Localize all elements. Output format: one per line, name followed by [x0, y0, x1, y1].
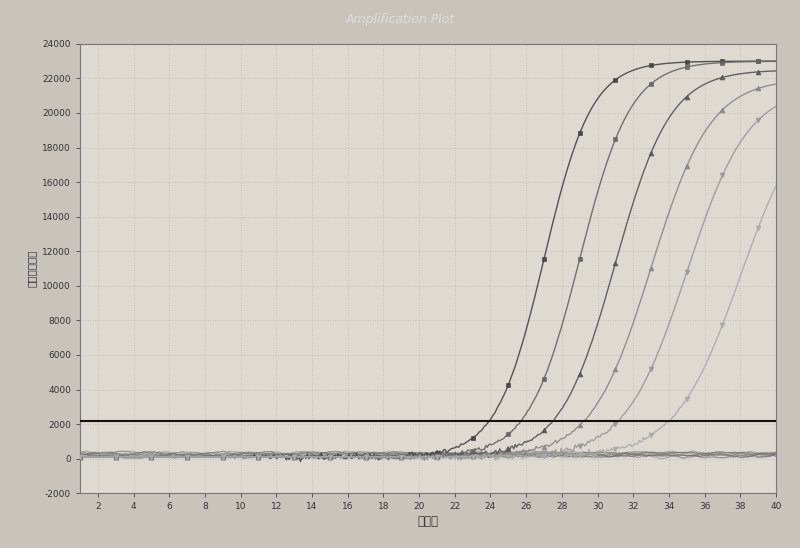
Y-axis label: 相对荧光强度: 相对荧光强度: [26, 250, 37, 287]
X-axis label: 循环数: 循环数: [418, 516, 438, 528]
Text: Amplification Plot: Amplification Plot: [346, 13, 454, 26]
